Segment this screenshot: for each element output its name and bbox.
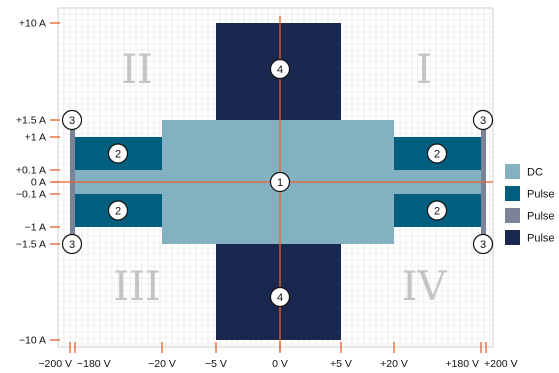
badge-circle (269, 286, 291, 308)
badge-circle (269, 58, 291, 80)
badge-number: 3 (480, 115, 486, 127)
quadrant-label: IV (402, 264, 448, 310)
badge-number: 3 (69, 239, 75, 251)
region-badge: 3 (472, 233, 494, 255)
quadrant-label: II (121, 47, 153, 93)
y-tick-label: −0.1 A (16, 189, 46, 201)
legend-label: DC (527, 167, 543, 179)
badge-number: 1 (277, 177, 283, 189)
legend-swatch (505, 230, 520, 245)
x-tick-label: −5 V (205, 358, 227, 370)
badge-number: 2 (434, 149, 440, 161)
x-tick-label: −180 V (77, 358, 111, 370)
badge-circle (269, 171, 291, 193)
y-tick-label: −10 A (19, 335, 46, 347)
region-pulse-b (70, 120, 75, 170)
legend-swatch (505, 164, 520, 179)
badge-circle (472, 233, 494, 255)
y-tick-label: +10 A (19, 18, 46, 30)
badge-circle (61, 109, 83, 131)
badge-circle (61, 233, 83, 255)
badge-number: 3 (480, 239, 486, 251)
y-tick-label: 0 A (31, 177, 46, 189)
legend-label: Pulse (527, 233, 555, 245)
region-pulse-b (481, 194, 486, 244)
region-badge: 3 (472, 109, 494, 131)
region-badge: 2 (426, 143, 448, 164)
badge-circle (107, 143, 129, 164)
badge-circle (426, 200, 448, 221)
y-tick-label: −1.5 A (16, 239, 46, 251)
region-badge: 3 (61, 109, 83, 131)
region-badge: 4 (269, 286, 291, 308)
x-tick-label: +20 V (380, 358, 408, 370)
region-badges: 3 3 3 3 2 2 2 2 4 4 1 (61, 58, 494, 308)
legend-swatch (505, 208, 520, 223)
quadrant-label: III (113, 264, 160, 310)
legend-swatch (505, 186, 520, 201)
y-tick-label: +1 A (25, 132, 46, 144)
grid-frame (57, 7, 494, 348)
legend: DC Pulse Pulse Pulse (505, 164, 555, 245)
legend-item: Pulse (505, 208, 555, 223)
badge-circle (107, 200, 129, 221)
badge-number: 2 (115, 149, 121, 161)
x-tick-label: +5 V (330, 358, 352, 370)
y-tick-label: +0.1 A (16, 165, 46, 177)
region-badge: 2 (426, 200, 448, 221)
legend-label: Pulse (527, 189, 555, 201)
axes: +10 A +1.5 A +1 A +0.1 A0 A−0.1 A −1 A −1.5 A… (16, 16, 518, 370)
y-tick-label: −1 A (25, 222, 46, 234)
badge-number: 2 (434, 206, 440, 218)
x-tick-label: 0 V (272, 358, 288, 370)
legend-item: DC (505, 164, 543, 179)
region-badge: 3 (61, 233, 83, 255)
legend-label: Pulse (527, 211, 555, 223)
region-badge: 1 (269, 171, 291, 193)
x-tick-label: −200 V (38, 358, 72, 370)
x-tick-label: +180 V (445, 358, 479, 370)
badge-number: 4 (277, 292, 283, 304)
quadrant-label: I (416, 47, 432, 93)
y-tick-label: +1.5 A (16, 115, 46, 127)
legend-item: Pulse (505, 186, 555, 201)
x-tick-label: +200 V (484, 358, 518, 370)
badge-circle (472, 109, 494, 131)
region-pulse-b (481, 120, 486, 170)
badge-number: 3 (69, 115, 75, 127)
region-badge: 2 (107, 143, 129, 164)
region-badge: 2 (107, 200, 129, 221)
badge-number: 4 (277, 64, 283, 76)
x-tick-label: −20 V (148, 358, 176, 370)
badge-circle (426, 143, 448, 164)
badge-number: 2 (115, 206, 121, 218)
region-badge: 4 (269, 58, 291, 80)
region-pulse-b (70, 194, 75, 244)
legend-item: Pulse (505, 230, 555, 245)
